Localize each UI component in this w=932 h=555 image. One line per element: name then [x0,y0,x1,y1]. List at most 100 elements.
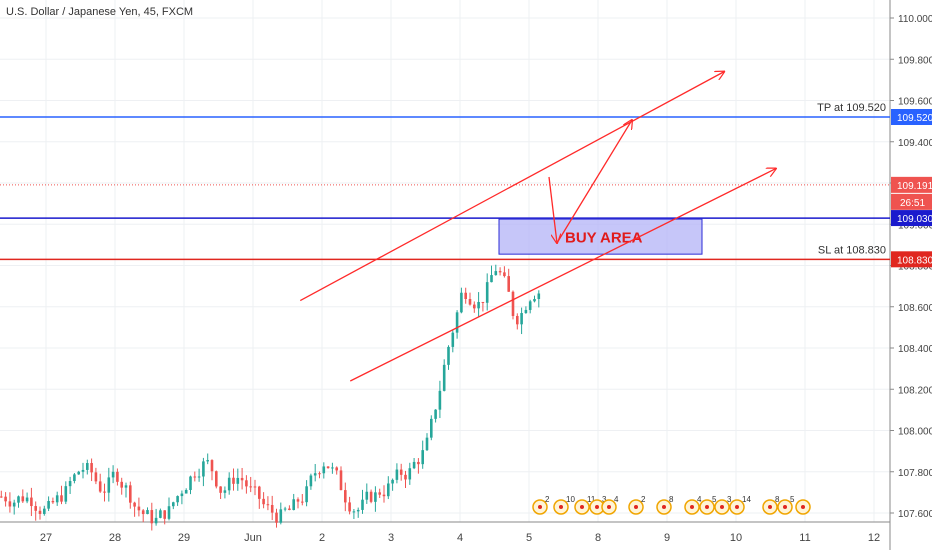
candle-body [206,460,209,462]
candle-body [283,508,287,510]
candle-body [176,496,179,503]
level-label-0: TP at 109.520 [817,102,886,114]
candle-body [399,469,403,475]
candle-body [309,475,313,487]
projection-arrow-up [556,120,632,244]
event-marker-count: 8 [669,495,674,504]
candle-body [442,364,446,391]
candle-body [73,474,76,482]
countdown-tag: 26:51 [900,198,925,209]
candle-body [528,301,532,310]
buy-area-rect [498,218,703,255]
y-tick-label: 107.600 [898,509,932,520]
candle-body [197,476,201,478]
y-tick-label: 110.000 [898,14,932,25]
candle-body [47,501,50,509]
event-marker-count: 5 [790,495,795,504]
candle-body [511,291,515,316]
candle-body [520,313,523,325]
candle-body [391,479,394,484]
chart-title: U.S. Dollar / Japanese Yen, 45, FXCM [6,6,194,18]
candle-body [219,486,222,493]
event-marker-count: 2 [545,495,550,504]
price-tag-2: 109.030 [897,214,932,225]
candle-body [55,495,59,503]
event-marker-count: 3 [727,495,732,504]
candle-body [141,510,145,515]
candle-body [146,510,149,515]
candle-body [64,486,68,502]
candle-body [507,276,510,292]
candle-body [124,485,128,488]
candle-body [516,315,519,325]
candle-body [8,501,12,507]
candle-body [490,275,493,283]
candle-body [313,473,317,476]
event-marker-dot [801,505,805,509]
candle-body [154,517,158,524]
candle-body [270,504,274,513]
projection-arrow-down [548,176,557,243]
candle-body [455,312,459,333]
candle-body [331,467,334,469]
event-marker-count: 4 [614,495,619,504]
event-marker-dot [607,505,611,509]
x-tick-label: 8 [595,532,601,544]
candle-body [335,467,338,471]
y-tick-label: 108.200 [898,385,932,396]
candle-body [421,450,424,465]
candle-body [473,304,476,309]
y-tick-label: 107.800 [898,468,932,479]
candle-body [404,474,407,480]
candle-body [382,494,386,497]
event-marker-count: 4 [697,495,702,504]
candle-body [374,492,377,502]
event-marker-dot [580,505,584,509]
candle-body [167,506,171,519]
x-tick-label: 28 [109,532,121,544]
candle-body [232,477,235,484]
candle-body [537,293,541,299]
candle-body [43,508,46,514]
candle-body [348,502,351,512]
candle-body [451,332,455,347]
candle-body [339,470,343,491]
candle-body [494,271,498,276]
candle-body [503,272,506,277]
candle-body [68,481,72,487]
candle-body [129,485,132,503]
candle-body [464,292,467,300]
candle-body [408,468,412,480]
candle-body [369,491,373,502]
event-marker-dot [735,505,739,509]
candle-body [90,463,93,473]
candle-body [288,508,291,511]
candle-body [81,469,85,472]
event-marker-count: 3 [602,495,607,504]
candle-body [356,509,360,512]
candle-body [477,301,480,309]
y-tick-label: 108.400 [898,344,932,355]
candle-body [275,512,278,523]
candle-body [485,282,489,303]
candle-body [266,504,270,506]
candle-body [202,461,205,477]
y-tick-label: 108.000 [898,427,932,438]
candle-body [249,486,252,488]
candle-body [94,472,98,482]
price-tag-bg [891,109,932,125]
event-marker-count: 8 [775,495,780,504]
y-tick-label: 109.400 [898,138,932,149]
candle-body [305,486,308,503]
candle-body [430,418,433,438]
candle-body [25,497,29,502]
buy-area-label: BUY AREA [565,230,643,247]
candle-body [352,511,356,513]
event-marker-count: 14 [742,495,751,504]
event-marker-dot [720,505,724,509]
candle-body [30,497,33,507]
candle-body [460,292,463,313]
candle-body [434,409,437,419]
